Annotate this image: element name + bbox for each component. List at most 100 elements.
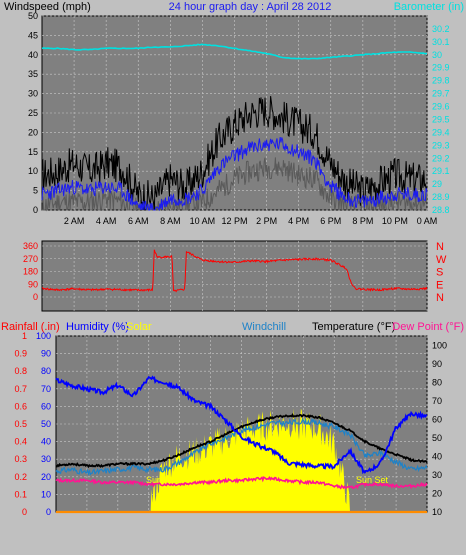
temperature-tick-label: 70 <box>432 396 442 406</box>
climate-legend: Rainfall (.in) Humidity (%)Solar Windchill… <box>1 321 464 333</box>
rainfall-tick-label: 0.5 <box>14 419 27 429</box>
x-tick-label: 6 AM <box>128 216 149 226</box>
barometer-line <box>41 43 428 60</box>
rainfall-tick-label: 0.4 <box>14 437 27 447</box>
direction-panel-y-ticks: 0 90 180 270 360 <box>23 241 38 302</box>
y-tick-label: 35 <box>28 69 38 79</box>
rainfall-tick-label: 0 <box>22 507 27 517</box>
temperature-tick-label: 20 <box>432 488 442 498</box>
x-tick-label: 6 PM <box>320 216 341 226</box>
rainfall-tick-label: 1 <box>22 331 27 341</box>
x-tick-label: 2 PM <box>256 216 277 226</box>
rainfall-y-ticks: 0 0.1 0.2 0.3 0.4 0.5 0.6 0.7 0.8 0.9 1 <box>14 331 27 517</box>
legend-solar: Solar <box>126 321 152 333</box>
compass-tick-label: E <box>436 279 443 291</box>
temperature-line <box>55 412 428 469</box>
humidity-tick-label: 50 <box>41 419 51 429</box>
x-tick-label: 2 AM <box>64 216 85 226</box>
humidity-y-ticks: 0 10 20 30 40 50 60 70 80 90 100 <box>36 331 51 517</box>
y-tick-label: 20 <box>28 127 38 137</box>
legend-rainfall: Rainfall (.in) <box>1 321 60 333</box>
windchill-line <box>55 417 428 477</box>
humidity-tick-label: 40 <box>41 437 51 447</box>
barometer-axis-label: Barometer (in) <box>394 1 464 13</box>
x-tick-label: 10 PM <box>382 216 408 226</box>
humidity-tick-label: 20 <box>41 472 51 482</box>
rainfall-tick-label: 0.8 <box>14 366 27 376</box>
legend-windchill: Windchill <box>242 321 286 333</box>
y-tick-label: 5 <box>33 186 38 196</box>
humidity-tick-label: 30 <box>41 454 51 464</box>
temperature-tick-label: 10 <box>432 507 442 517</box>
y-tick-label: 360 <box>23 241 38 251</box>
x-tick-label: 0 AM <box>417 216 438 226</box>
compass-tick-label: N <box>436 292 444 304</box>
humidity-tick-label: 0 <box>46 507 51 517</box>
wind-panel-y2-ticks: 28.8 28.9 29 29.1 29.2 29.3 29.4 29.5 29.6 29.7 29… <box>432 24 450 215</box>
wind-direction-line <box>41 249 428 293</box>
y-tick-label: 30 <box>28 89 38 99</box>
temperature-tick-label: 80 <box>432 377 442 387</box>
rainfall-tick-label: 0.6 <box>14 401 27 411</box>
y2-tick-label: 29.9 <box>432 63 450 73</box>
y-tick-label: 0 <box>33 205 38 215</box>
rainfall-tick-label: 0.7 <box>14 384 27 394</box>
y2-tick-label: 29.6 <box>432 102 450 112</box>
humidity-tick-label: 70 <box>41 384 51 394</box>
y2-tick-label: 29.3 <box>432 140 450 150</box>
x-tick-label: 10 AM <box>190 216 216 226</box>
y-tick-label: 45 <box>28 30 38 40</box>
y-tick-label: 90 <box>28 279 38 289</box>
wind-panel-series <box>41 43 428 212</box>
windspeed-avg-line <box>41 137 428 212</box>
temperature-tick-label: 60 <box>432 414 442 424</box>
rainfall-tick-label: 0.1 <box>14 489 27 499</box>
legend-dewpoint: Dew Point (°F) <box>392 321 464 333</box>
x-tick-label: 8 AM <box>160 216 181 226</box>
y2-tick-label: 30 <box>432 50 442 60</box>
wind-panel-y-ticks: 0 5 10 15 20 25 30 35 40 45 50 <box>28 11 38 215</box>
x-tick-label: 4 PM <box>288 216 309 226</box>
temperature-tick-label: 90 <box>432 359 442 369</box>
humidity-tick-label: 60 <box>41 401 51 411</box>
climate-panel-series <box>55 375 428 514</box>
windspeed-axis-label: Windspeed (mph) <box>4 1 91 13</box>
temperature-tick-label: 30 <box>432 470 442 480</box>
y2-tick-label: 30.1 <box>432 37 450 47</box>
y-tick-label: 40 <box>28 50 38 60</box>
y2-tick-label: 28.8 <box>432 205 450 215</box>
rainfall-tick-label: 0.2 <box>14 472 27 482</box>
direction-panel-plot <box>41 240 428 312</box>
dewpoint-line <box>55 475 428 490</box>
windspeed-gust-line <box>41 96 428 211</box>
y-tick-label: 180 <box>23 267 38 277</box>
y-tick-label: 0 <box>33 292 38 302</box>
temperature-y-ticks: 10 20 30 40 50 60 70 80 90 100 <box>432 340 447 517</box>
wind-panel-grid <box>42 15 428 211</box>
y2-tick-label: 29.8 <box>432 76 450 86</box>
x-tick-label: 8 PM <box>352 216 373 226</box>
y2-tick-label: 29.5 <box>432 114 450 124</box>
sun-rise-label: Sun Rise <box>146 475 183 485</box>
x-tick-label: 12 PM <box>221 216 247 226</box>
sun-set-label: Sun Set <box>356 475 389 485</box>
y-tick-label: 15 <box>28 147 38 157</box>
legend-humidity: Humidity (%) <box>66 321 129 333</box>
y-tick-label: 10 <box>28 166 38 176</box>
chart-title: 24 hour graph day : April 28 2012 <box>169 1 332 13</box>
y2-tick-label: 30.2 <box>432 24 450 34</box>
rainfall-tick-label: 0.9 <box>14 349 27 359</box>
windspeed-low-line <box>41 157 428 212</box>
y-tick-label: 50 <box>28 11 38 21</box>
compass-tick-label: N <box>436 241 444 253</box>
direction-panel-grid <box>42 241 428 311</box>
y2-tick-label: 29.2 <box>432 153 450 163</box>
compass-tick-label: W <box>436 254 447 266</box>
rainfall-tick-label: 0.3 <box>14 454 27 464</box>
y-tick-label: 270 <box>23 254 38 264</box>
temperature-tick-label: 100 <box>432 340 447 350</box>
y2-tick-label: 29.4 <box>432 127 450 137</box>
humidity-tick-label: 100 <box>36 331 51 341</box>
